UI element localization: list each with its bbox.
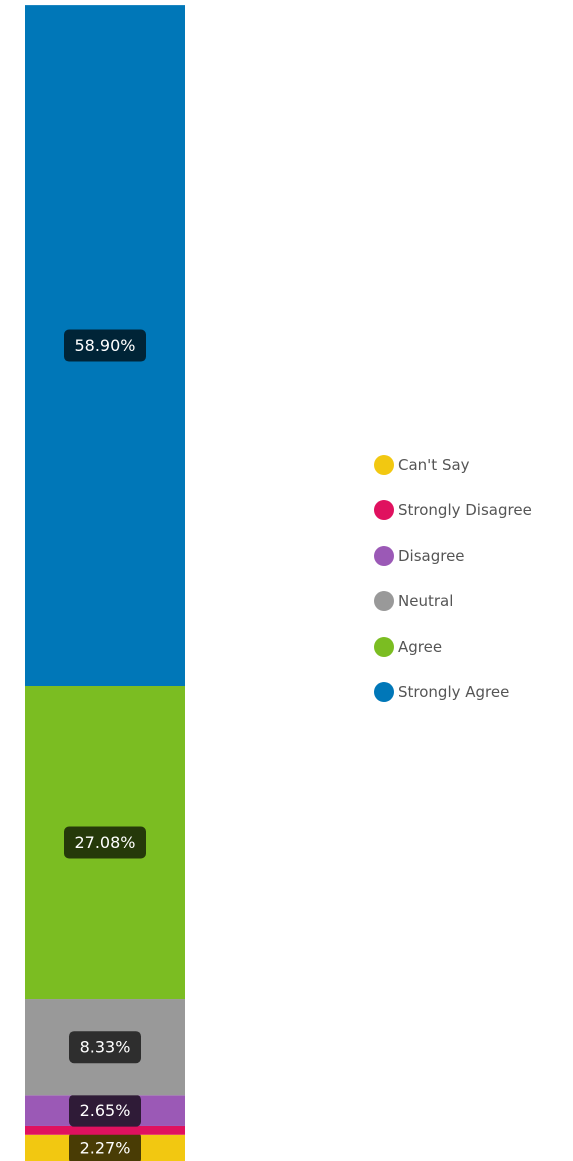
data-label-agree: 27.08%: [64, 826, 146, 859]
legend-label: Disagree: [398, 546, 465, 565]
legend-item-disagree[interactable]: Disagree: [374, 545, 532, 567]
legend-swatch: [374, 545, 394, 566]
data-label-background: [69, 1031, 141, 1064]
data-label-disagree: 2.65%: [69, 1094, 141, 1127]
chart-legend: Can't Say Strongly Disagree Disagree Neutra…: [374, 454, 532, 726]
data-label-text: 2.65%: [80, 1101, 131, 1120]
legend-item-strongly-agree[interactable]: Strongly Agree: [374, 681, 532, 703]
data-label-strongly-agree: 58.90%: [64, 329, 146, 362]
data-label-text: 8.33%: [80, 1038, 131, 1057]
legend-label: Can't Say: [398, 456, 470, 474]
data-label-background: [64, 329, 146, 362]
legend-label: Neutral: [398, 592, 454, 611]
data-label-background: [64, 826, 146, 859]
data-label-text: 58.90%: [74, 336, 135, 355]
bar-segment-strongly-disagree[interactable]: [25, 1125, 185, 1135]
legend-item-strongly-disagree[interactable]: Strongly Disagree: [374, 499, 532, 521]
data-label-neutral: 8.33%: [69, 1031, 141, 1064]
legend-item-agree[interactable]: Agree: [374, 636, 532, 658]
legend-item-can-t-say[interactable]: Can't Say: [374, 454, 532, 476]
legend-swatch: [374, 636, 394, 657]
data-label-text: 27.08%: [74, 833, 135, 852]
legend-label: Strongly Disagree: [398, 501, 532, 520]
data-label-can-t-say: 2.27%: [69, 1131, 141, 1161]
legend-swatch: [374, 681, 394, 702]
legend-swatch: [374, 591, 394, 612]
data-label-background: [69, 1094, 141, 1127]
legend-swatch: [374, 500, 394, 521]
legend-label: Strongly Agree: [398, 682, 510, 701]
legend-swatch: [374, 455, 394, 475]
legend-item-neutral[interactable]: Neutral: [374, 590, 532, 612]
data-label-background: [69, 1131, 141, 1161]
data-label-text: 2.27%: [80, 1138, 131, 1157]
legend-label: Agree: [398, 637, 443, 656]
